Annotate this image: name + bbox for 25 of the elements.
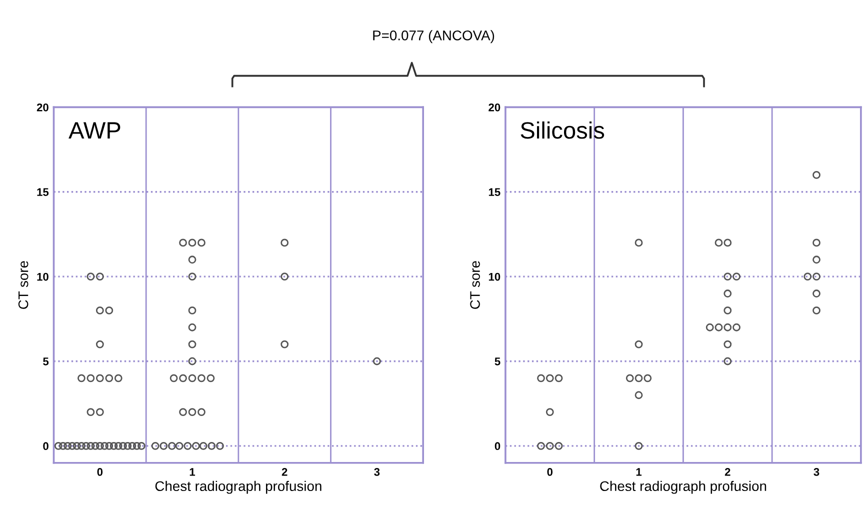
y-tick-label: 5	[43, 358, 49, 366]
x-tick-label: 1	[636, 468, 642, 476]
chart-title: Silicosis	[520, 121, 604, 139]
y-tick-label: 0	[43, 442, 48, 450]
x-tick-label: 1	[190, 468, 196, 476]
x-tick-label: 0	[547, 468, 553, 476]
y-axis-title: CT sore	[18, 261, 28, 309]
y-tick-label: 20	[488, 103, 500, 112]
y-tick-label: 15	[488, 188, 500, 196]
x-tick-label: 3	[814, 468, 820, 476]
y-tick-label: 15	[37, 188, 49, 196]
y-tick-label: 10	[488, 272, 500, 281]
y-tick-label: 20	[36, 103, 48, 112]
x-tick-label: 0	[97, 468, 103, 476]
x-axis-title: Chest radiograph profusion	[600, 480, 766, 494]
text: P=0.077 (ANCOVA)	[373, 30, 494, 44]
y-tick-label: 5	[494, 358, 500, 366]
x-tick-label: 2	[724, 468, 730, 476]
y-tick-label: 10	[37, 272, 48, 281]
x-axis-title: Chest radiograph profusion	[155, 480, 322, 494]
y-axis-title: CT sore	[470, 261, 480, 309]
x-tick-label: 3	[374, 468, 380, 476]
chart-title: AWP	[68, 122, 120, 139]
y-tick-label: 0	[494, 442, 500, 450]
x-tick-label: 2	[282, 468, 288, 476]
